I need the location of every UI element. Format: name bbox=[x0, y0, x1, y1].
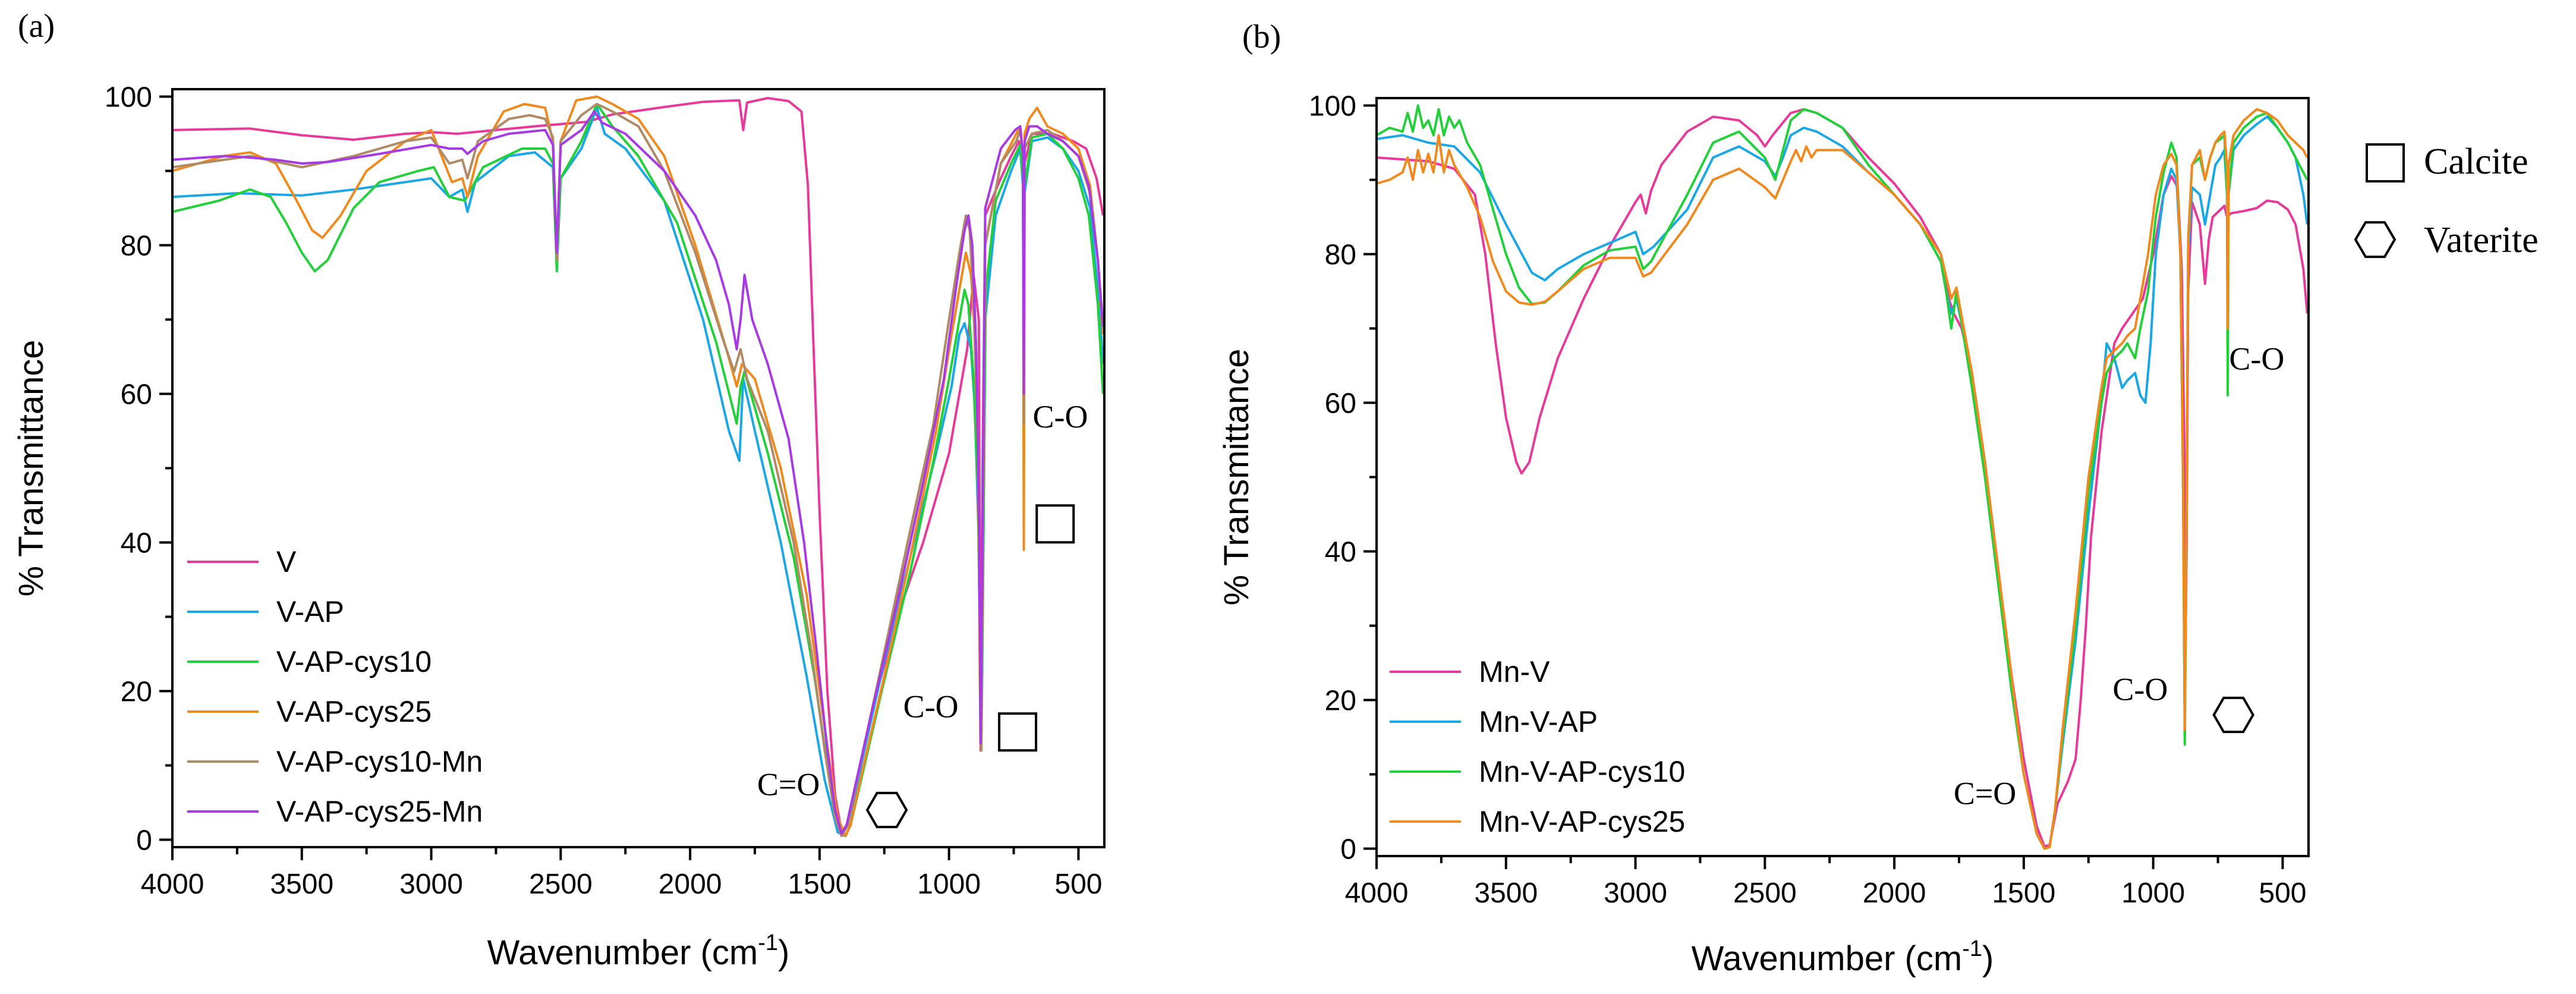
x-tick-label: 2000 bbox=[1863, 877, 1926, 909]
y-tick-label: 100 bbox=[105, 82, 152, 114]
x-tick-label: 2000 bbox=[659, 869, 722, 900]
panel-label: (b) bbox=[1242, 18, 1281, 55]
series-line-mn-v-ap-cys25 bbox=[1376, 108, 2309, 850]
vaterite-key-label: Vaterite bbox=[2424, 220, 2539, 260]
x-tick-label: 500 bbox=[1054, 869, 1102, 900]
legend-entry: Mn-V-AP-cys25 bbox=[1479, 805, 1685, 838]
panel-a: (a) 4000 3500 3000 2500 2000 1500 1000 500 0 20 40 6… bbox=[12, 8, 1106, 972]
legend-entry: Mn-V bbox=[1479, 655, 1550, 688]
x-tick-label: 3000 bbox=[399, 869, 463, 900]
x-tick-label: 3500 bbox=[270, 869, 333, 900]
y-tick-label: 40 bbox=[1325, 537, 1356, 568]
panel-b: (b) 4000 3500 3000 2500 2000 1500 1000 500 0 20 40 6… bbox=[1217, 18, 2310, 978]
x-axis-label: Wavenumber (cm-1) bbox=[1692, 936, 1994, 978]
calcite-key-label: Calcite bbox=[2424, 141, 2528, 182]
bond-annotation: C-O bbox=[1032, 399, 1088, 435]
x-tick-label: 4000 bbox=[141, 869, 204, 900]
y-tick-label: 40 bbox=[121, 528, 152, 559]
x-tick-label: 1000 bbox=[917, 869, 981, 900]
x-tick-label: 3500 bbox=[1474, 877, 1538, 909]
legend-entry: V-AP bbox=[276, 595, 344, 628]
vaterite-marker-icon bbox=[2212, 696, 2255, 734]
x-tick-label: 1500 bbox=[788, 869, 851, 900]
calcite-marker-icon bbox=[998, 712, 1038, 752]
y-tick-label: 20 bbox=[1325, 685, 1356, 717]
x-tick-label: 500 bbox=[2259, 877, 2306, 909]
legend-entry: V bbox=[276, 545, 297, 578]
panel-label: (a) bbox=[18, 8, 55, 45]
y-tick-label: 60 bbox=[1325, 388, 1356, 420]
legend-entry: Mn-V-AP bbox=[1479, 705, 1598, 738]
series-line-mn-v bbox=[1376, 108, 2309, 848]
x-tick-label: 2500 bbox=[1733, 877, 1797, 909]
legend-entry: V-AP-cys10-Mn bbox=[276, 745, 483, 778]
x-tick-label: 3000 bbox=[1604, 877, 1667, 909]
structure-key: Calcite Vaterite bbox=[2354, 141, 2539, 260]
y-axis-label: % Transmittance bbox=[12, 340, 51, 597]
series-line-v-ap-cys25-mn bbox=[172, 110, 1104, 835]
y-tick-label: 80 bbox=[1325, 240, 1356, 271]
legend-entry: V-AP-cys25 bbox=[276, 695, 432, 728]
vaterite-marker-icon bbox=[865, 791, 908, 829]
bond-annotation: C=O bbox=[757, 767, 820, 803]
vaterite-key-icon bbox=[2354, 221, 2397, 258]
x-tick-label: 1500 bbox=[1992, 877, 2055, 909]
y-tick-label: 80 bbox=[121, 231, 152, 262]
legend-entry: V-AP-cys25-Mn bbox=[276, 795, 483, 828]
legend-entry: V-AP-cys10 bbox=[276, 645, 432, 678]
bond-annotation: C=O bbox=[1954, 776, 2016, 811]
y-tick-label: 0 bbox=[1340, 834, 1356, 866]
x-axis-label: Wavenumber (cm-1) bbox=[487, 930, 790, 972]
y-tick-label: 0 bbox=[136, 825, 152, 857]
bond-annotation: C-O bbox=[2229, 341, 2284, 376]
y-tick-label: 60 bbox=[121, 379, 152, 411]
calcite-key-icon bbox=[2366, 143, 2405, 183]
x-tick-label: 1000 bbox=[2121, 877, 2185, 909]
y-tick-label: 100 bbox=[1309, 91, 1356, 122]
bond-annotation: C-O bbox=[2112, 672, 2168, 707]
y-tick-label: 20 bbox=[121, 677, 152, 708]
x-tick-label: 4000 bbox=[1345, 877, 1409, 909]
bond-annotation: C-O bbox=[903, 688, 959, 724]
y-axis-label: % Transmittance bbox=[1217, 349, 1256, 606]
legend-entry: Mn-V-AP-cys10 bbox=[1479, 755, 1685, 788]
x-tick-label: 2500 bbox=[529, 869, 593, 900]
calcite-marker-icon bbox=[1035, 504, 1075, 544]
